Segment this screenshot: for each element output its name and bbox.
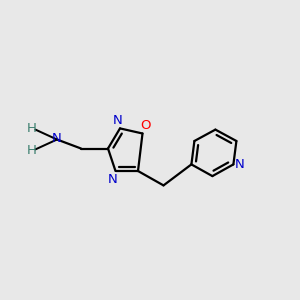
Text: N: N (235, 158, 245, 172)
Text: N: N (52, 132, 62, 146)
Text: H: H (27, 122, 37, 135)
Text: H: H (27, 144, 37, 157)
Text: N: N (113, 113, 122, 127)
Text: O: O (140, 118, 151, 132)
Text: N: N (108, 173, 117, 186)
